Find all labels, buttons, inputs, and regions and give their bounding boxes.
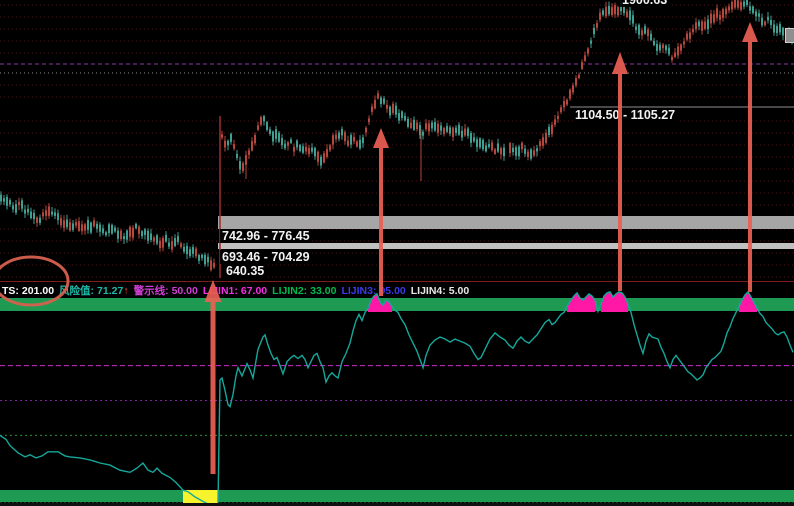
risk-up-arrow: ↑ xyxy=(123,285,129,297)
panel-separator-line xyxy=(0,281,794,282)
indicator-ts: TS: 201.00 xyxy=(2,284,55,297)
indicator-lijin1: LIJIN1: 67.00 xyxy=(202,284,268,297)
price-label-640: 640.35 xyxy=(224,264,267,278)
price-label-top: 1900.63 xyxy=(620,0,670,7)
price-label-1104: 1104.50 - 1105.27 xyxy=(573,108,678,122)
indicator-risk-value: 风险值: 71.27↑ xyxy=(59,285,129,297)
indicator-lijin4: LIJIN4: 5.00 xyxy=(410,284,470,297)
bottom-edge-strip xyxy=(0,503,794,506)
price-label-693: 693.46 - 704.29 xyxy=(220,250,312,264)
price-label-742: 742.96 - 776.45 xyxy=(220,229,312,243)
indicator-lijin3: LIJIN3: 95.00 xyxy=(341,284,406,297)
indicator-lijin2: LIJIN2: 33.00 xyxy=(272,284,337,297)
clipped-price-tag xyxy=(785,28,794,43)
indicator-value-row: TS: 201.00 风险值: 71.27↑ 警示线: 50.00 LIJIN1: 67… xyxy=(2,283,469,298)
indicator-warning-line: 警示线: 50.00 xyxy=(133,285,198,297)
